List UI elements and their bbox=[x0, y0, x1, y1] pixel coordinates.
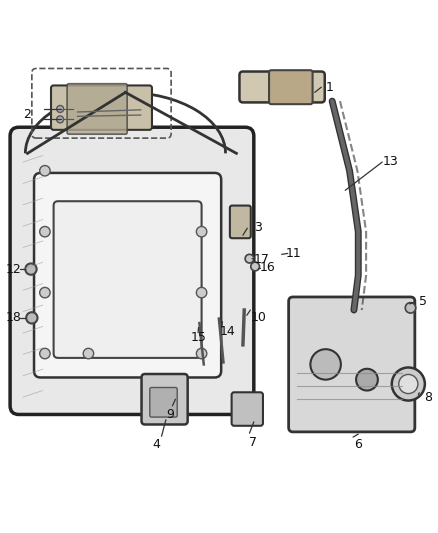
FancyBboxPatch shape bbox=[289, 297, 415, 432]
FancyBboxPatch shape bbox=[67, 84, 127, 134]
Text: 4: 4 bbox=[152, 438, 160, 450]
Text: 17: 17 bbox=[254, 253, 270, 265]
Text: 11: 11 bbox=[286, 247, 302, 260]
Circle shape bbox=[40, 349, 50, 359]
Text: 9: 9 bbox=[166, 408, 174, 421]
Text: 3: 3 bbox=[254, 221, 262, 234]
FancyBboxPatch shape bbox=[53, 201, 201, 358]
Text: 13: 13 bbox=[383, 155, 399, 168]
Text: 7: 7 bbox=[249, 437, 257, 449]
Circle shape bbox=[245, 254, 254, 263]
Circle shape bbox=[40, 166, 50, 176]
Text: 5: 5 bbox=[419, 295, 427, 308]
Text: 8: 8 bbox=[424, 391, 432, 403]
FancyBboxPatch shape bbox=[141, 374, 187, 424]
Circle shape bbox=[251, 262, 259, 271]
Circle shape bbox=[83, 349, 94, 359]
Text: 10: 10 bbox=[250, 311, 266, 325]
Circle shape bbox=[26, 312, 38, 324]
FancyBboxPatch shape bbox=[10, 127, 254, 415]
Circle shape bbox=[356, 369, 378, 391]
Text: 6: 6 bbox=[354, 438, 362, 450]
Circle shape bbox=[40, 287, 50, 298]
Circle shape bbox=[405, 303, 416, 313]
Text: 16: 16 bbox=[260, 261, 276, 274]
FancyBboxPatch shape bbox=[240, 71, 325, 102]
Circle shape bbox=[196, 349, 207, 359]
Circle shape bbox=[25, 263, 37, 275]
Circle shape bbox=[57, 116, 64, 123]
Text: 15: 15 bbox=[191, 330, 206, 343]
Circle shape bbox=[392, 367, 425, 400]
Text: 12: 12 bbox=[6, 263, 21, 276]
Circle shape bbox=[399, 375, 418, 393]
Text: 1: 1 bbox=[326, 80, 334, 94]
FancyBboxPatch shape bbox=[34, 173, 221, 377]
Circle shape bbox=[40, 227, 50, 237]
Text: 2: 2 bbox=[23, 108, 31, 120]
Circle shape bbox=[57, 106, 64, 112]
FancyBboxPatch shape bbox=[150, 387, 177, 417]
Text: 14: 14 bbox=[220, 325, 236, 338]
FancyBboxPatch shape bbox=[232, 392, 263, 426]
Circle shape bbox=[196, 287, 207, 298]
FancyBboxPatch shape bbox=[51, 85, 152, 130]
Circle shape bbox=[311, 349, 341, 379]
FancyBboxPatch shape bbox=[230, 206, 251, 238]
Circle shape bbox=[196, 227, 207, 237]
FancyBboxPatch shape bbox=[269, 70, 313, 104]
Text: 18: 18 bbox=[6, 311, 21, 325]
